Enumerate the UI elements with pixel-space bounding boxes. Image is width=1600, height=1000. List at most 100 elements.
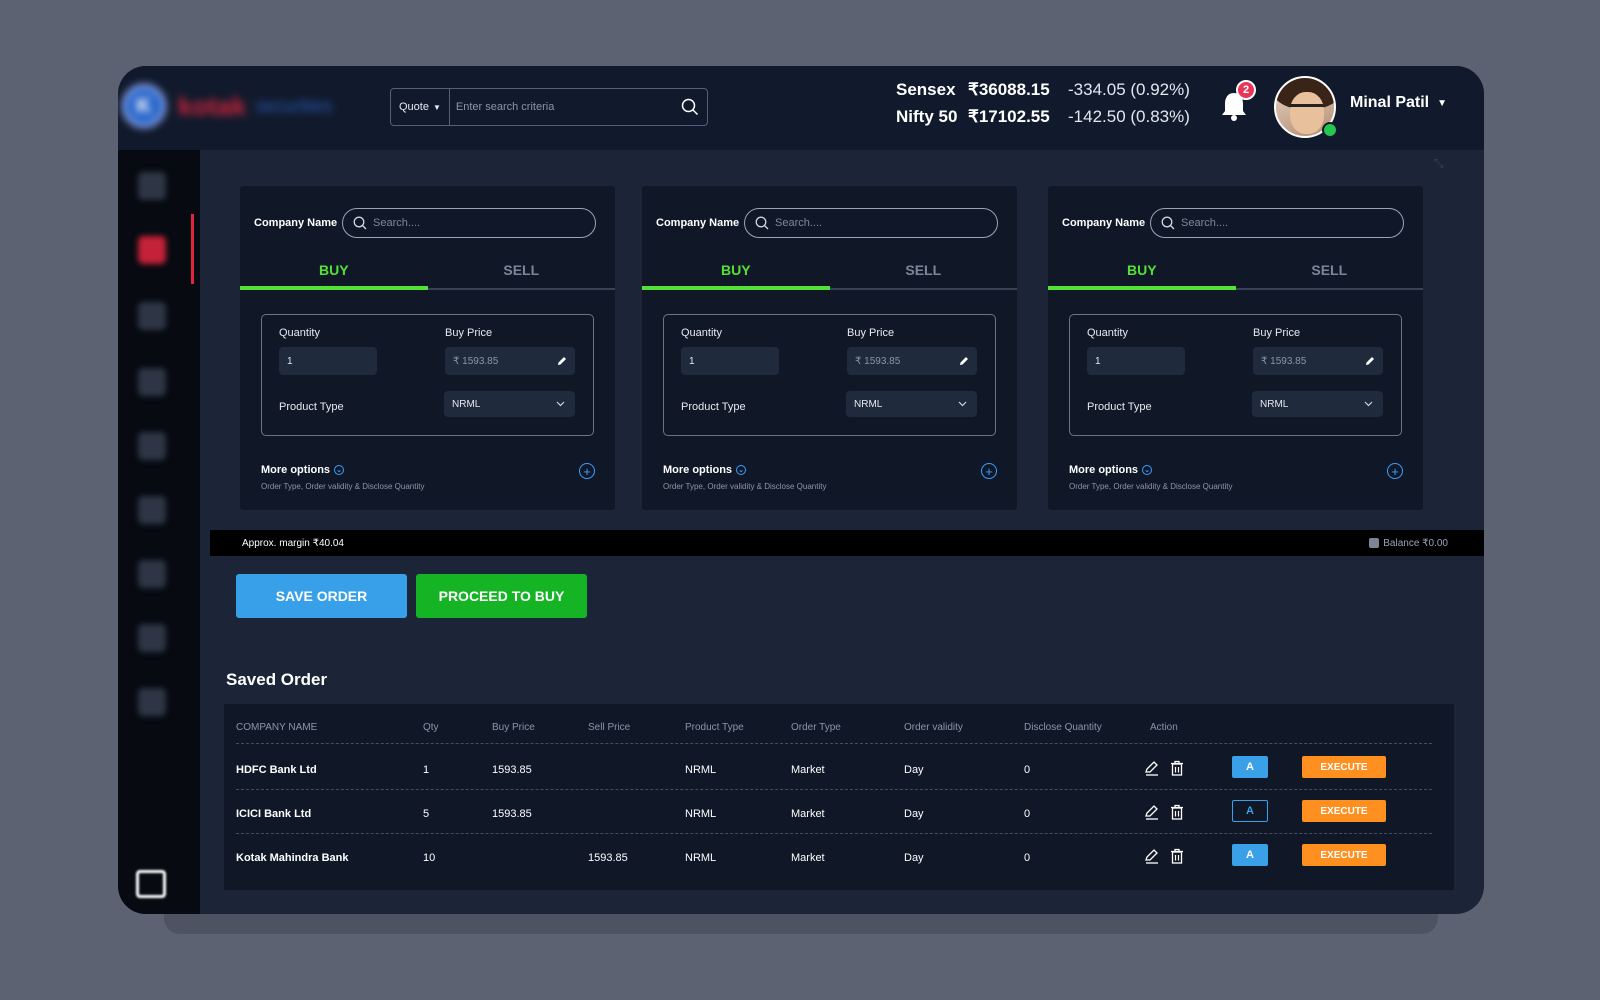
company-search-field[interactable] <box>342 208 596 238</box>
table-row[interactable]: HDFC Bank Ltd 1 1593.85 NRML Market Day … <box>236 746 1432 790</box>
execute-button[interactable]: EXECUTE <box>1302 844 1386 866</box>
product-type-select[interactable]: NRML <box>846 391 977 417</box>
quantity-value: 1 <box>689 355 695 367</box>
edit-icon[interactable] <box>1144 760 1160 776</box>
tab-buy[interactable]: BUY <box>240 258 428 290</box>
cell-validity: Day <box>904 852 924 864</box>
amend-button[interactable]: A <box>1232 756 1268 778</box>
funds-icon[interactable] <box>138 432 166 460</box>
company-search-input[interactable] <box>775 217 997 229</box>
company-search-input[interactable] <box>373 217 595 229</box>
table-row[interactable]: ICICI Bank Ltd 5 1593.85 NRML Market Day… <box>236 790 1432 834</box>
company-search-field[interactable] <box>1150 208 1404 238</box>
notification-count-badge: 2 <box>1236 80 1256 100</box>
save-order-button[interactable]: SAVE ORDER <box>236 574 407 618</box>
shield-icon[interactable] <box>138 624 166 652</box>
tab-buy[interactable]: BUY <box>642 258 830 290</box>
product-type-label: Product Type <box>681 401 746 413</box>
add-option-plus-icon[interactable]: + <box>579 463 595 479</box>
amend-button[interactable]: A <box>1232 800 1268 822</box>
buy-price-label: Buy Price <box>445 327 493 339</box>
brand-logo[interactable]: K kotak securities <box>122 82 372 130</box>
cell-qty: 5 <box>423 808 430 820</box>
more-options[interactable]: More options ⌄ Order Type, Order validit… <box>663 464 826 491</box>
edit-icon[interactable] <box>1144 804 1160 820</box>
orders-icon[interactable] <box>138 236 166 264</box>
add-option-plus-icon[interactable]: + <box>981 463 997 479</box>
proceed-to-buy-button[interactable]: PROCEED TO BUY <box>416 574 587 618</box>
product-type-select[interactable]: NRML <box>1252 391 1383 417</box>
cell-disclose: 0 <box>1024 852 1031 864</box>
buy-price-input[interactable]: ₹ 1593.85 <box>847 347 977 375</box>
grid-icon[interactable] <box>138 496 166 524</box>
cell-validity: Day <box>904 808 924 820</box>
portfolio-icon[interactable] <box>138 302 166 330</box>
index-value: ₹17102.55 <box>968 107 1050 126</box>
index-nifty[interactable]: Nifty 50 ₹17102.55 -142.50 (0.83%) <box>896 107 1190 134</box>
logo-sub: securities <box>255 95 332 116</box>
trash-icon[interactable] <box>1169 804 1185 820</box>
buy-price-label: Buy Price <box>1253 327 1301 339</box>
buy-price-input[interactable]: ₹ 1593.85 <box>445 347 575 375</box>
company-search-field[interactable] <box>744 208 998 238</box>
chevron-down-circle-icon: ⌄ <box>334 465 345 475</box>
user-menu[interactable]: Minal Patil ▼ <box>1350 94 1447 112</box>
edit-icon[interactable] <box>1144 848 1160 864</box>
order-details-box: Quantity 1 Buy Price ₹ 1593.85 Product T… <box>261 314 594 436</box>
cell-qty: 10 <box>423 852 436 864</box>
top-header: K kotak securities Quote ▼ Sensex ₹36088… <box>118 66 1484 150</box>
avatar-face <box>1290 92 1324 134</box>
cell-product-type: NRML <box>685 808 717 820</box>
amend-button[interactable]: A <box>1232 844 1268 866</box>
tools-icon[interactable] <box>138 560 166 588</box>
balance: Balance ₹0.00 <box>1369 538 1448 549</box>
pencil-icon[interactable] <box>557 356 567 366</box>
buy-price-input[interactable]: ₹ 1593.85 <box>1253 347 1383 375</box>
trash-icon[interactable] <box>1169 848 1185 864</box>
buy-price-value: ₹ 1593.85 <box>1261 355 1307 367</box>
cell-sell-price: 1593.85 <box>588 852 628 864</box>
index-name: Nifty 50 <box>896 107 958 126</box>
margin-bar: Approx. margin ₹40.04 Balance ₹0.00 <box>210 530 1484 556</box>
company-search-row: Company Name <box>254 208 596 238</box>
trash-icon[interactable] <box>1169 760 1185 776</box>
quantity-input[interactable]: 1 <box>681 347 779 375</box>
dashboard-icon[interactable] <box>138 172 166 200</box>
search-type-dropdown[interactable]: Quote ▼ <box>391 89 450 125</box>
col-buy-price: Buy Price <box>492 722 535 733</box>
settings-icon[interactable] <box>138 688 166 716</box>
reports-icon[interactable] <box>138 368 166 396</box>
more-options-subtitle: Order Type, Order validity & Disclose Qu… <box>663 482 827 491</box>
search-input[interactable] <box>449 89 673 125</box>
logout-icon[interactable] <box>136 870 166 898</box>
product-type-value: NRML <box>452 398 481 410</box>
execute-button[interactable]: EXECUTE <box>1302 800 1386 822</box>
execute-button[interactable]: EXECUTE <box>1302 756 1386 778</box>
index-sensex[interactable]: Sensex ₹36088.15 -334.05 (0.92%) <box>896 80 1190 107</box>
search-icon[interactable] <box>673 89 707 125</box>
company-search-input[interactable] <box>1181 217 1403 229</box>
cell-validity: Day <box>904 764 924 776</box>
more-options-label: More options <box>663 464 733 476</box>
pencil-icon[interactable] <box>1365 356 1375 366</box>
more-options-label: More options <box>261 464 331 476</box>
chevron-down-circle-icon: ⌄ <box>736 465 747 475</box>
tab-sell[interactable]: SELL <box>503 262 540 278</box>
collapse-icon[interactable]: ⤡ <box>1434 156 1444 170</box>
table-row[interactable]: Kotak Mahindra Bank 10 1593.85 NRML Mark… <box>236 834 1432 878</box>
tab-sell[interactable]: SELL <box>905 262 942 278</box>
tab-buy[interactable]: BUY <box>1048 258 1236 290</box>
online-status-dot <box>1322 122 1338 138</box>
quantity-input[interactable]: 1 <box>279 347 377 375</box>
more-options[interactable]: More options ⌄ Order Type, Order validit… <box>261 464 424 491</box>
quantity-input[interactable]: 1 <box>1087 347 1185 375</box>
tab-sell[interactable]: SELL <box>1311 262 1348 278</box>
user-avatar[interactable] <box>1274 76 1336 138</box>
product-type-select[interactable]: NRML <box>444 391 575 417</box>
index-value: ₹36088.15 <box>968 80 1050 99</box>
notification-bell-icon[interactable]: 2 <box>1216 80 1256 124</box>
more-options[interactable]: More options ⌄ Order Type, Order validit… <box>1069 464 1232 491</box>
add-option-plus-icon[interactable]: + <box>1387 463 1403 479</box>
more-options-title: More options ⌄ <box>663 464 826 476</box>
pencil-icon[interactable] <box>959 356 969 366</box>
